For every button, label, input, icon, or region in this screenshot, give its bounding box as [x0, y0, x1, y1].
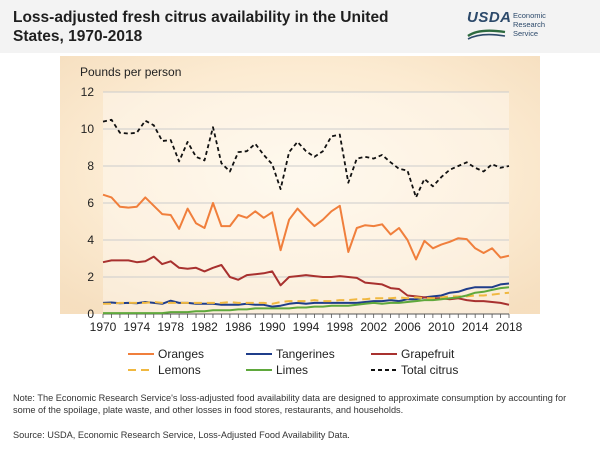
legend-label: Grapefruit: [401, 347, 455, 361]
x-tick-label: 1998: [326, 320, 353, 334]
series-line-tangerines: [102, 282, 510, 308]
chart-legend: Oranges Tangerines Grapefruit Lemons Limes To…: [128, 347, 528, 379]
usda-logo-text: USDA: [467, 9, 512, 26]
legend-swatch: [371, 369, 397, 371]
legend-label: Total citrus: [401, 363, 459, 377]
y-tick-label: 12: [81, 85, 95, 99]
legend-label: Oranges: [158, 347, 205, 361]
x-tick-label: 1970: [90, 320, 117, 334]
agency-line-2: Research: [513, 20, 546, 29]
chart-title: Loss-adjusted fresh citrus availability …: [13, 9, 389, 45]
x-tick-label: 1974: [123, 320, 150, 334]
series-line-total-citrus: [102, 118, 510, 199]
legend-swatch: [128, 353, 154, 355]
legend-swatch: [246, 369, 272, 371]
x-tick-label: 1994: [293, 320, 320, 334]
header-bar: [0, 0, 600, 53]
legend-swatch: [246, 353, 272, 355]
x-tick-label: 1982: [191, 320, 218, 334]
legend-label: Tangerines: [276, 347, 335, 361]
y-axis-label: Pounds per person: [80, 65, 181, 79]
y-tick-label: 8: [87, 159, 94, 173]
agency-line-3: Service: [513, 29, 539, 38]
series-line-oranges: [102, 193, 510, 261]
x-tick-label: 2002: [360, 320, 387, 334]
chart-source: Source: USDA, Economic Research Service,…: [13, 430, 350, 440]
y-tick-label: 0: [87, 307, 94, 321]
usda-logo: USDA Economic Research Service: [467, 9, 577, 49]
x-tick-label: 1978: [157, 320, 184, 334]
legend-label: Limes: [276, 363, 309, 377]
y-tick-label: 2: [87, 270, 94, 284]
x-tick-label: 2018: [496, 320, 523, 334]
agency-line-1: Economic: [513, 11, 546, 20]
plot-background: [60, 56, 540, 314]
x-tick-label: 1990: [259, 320, 286, 334]
y-tick-label: 4: [87, 233, 94, 247]
legend-swatch: [128, 369, 154, 371]
x-tick-label: 2006: [394, 320, 421, 334]
y-tick-label: 6: [87, 196, 94, 210]
agency-name: Economic Research Service: [513, 11, 583, 38]
legend-swatch: [371, 353, 397, 355]
series-line-limes: [103, 286, 510, 315]
usda-logo-arc-icon: [467, 29, 506, 40]
x-tick-label: 2014: [462, 320, 489, 334]
line-chart: Pounds per person 0 2 4 6 8 10 12 1970 1974 1978 19…: [60, 56, 540, 334]
x-tick-label: 2010: [428, 320, 455, 334]
y-tick-label: 10: [81, 122, 95, 136]
series-line-lemons: [103, 291, 510, 305]
chart-note: Note: The Economic Research Service's lo…: [13, 393, 567, 415]
x-tick-label: 1986: [225, 320, 252, 334]
legend-label: Lemons: [158, 363, 201, 377]
